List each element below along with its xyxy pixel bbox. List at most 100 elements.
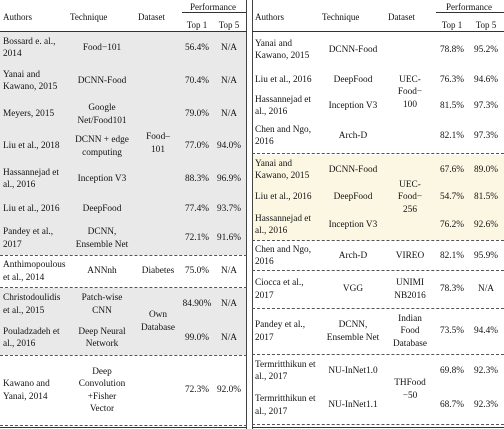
group-shading — [0, 32, 246, 255]
cell-top1: 67.6% — [439, 164, 464, 175]
cell-author: Pandey et al., 2017 — [3, 227, 54, 250]
cell-dataset: UEC- Food− 256 — [397, 179, 423, 215]
cell-technique: NU-InNet1.0 — [328, 365, 378, 376]
cell-author: Liu et al., 2016 — [3, 203, 60, 214]
cell-top5: N/A — [220, 299, 237, 310]
cell-top5: 91.6% — [216, 233, 241, 244]
cell-author: Hassannejad et al., 2016 — [3, 167, 60, 191]
cell-top5: 97.3% — [473, 130, 498, 141]
cell-author: Termritthikun et al., 2017 — [255, 359, 316, 383]
right-table: Authors Technique Dataset Performance To… — [252, 0, 504, 429]
cell-technique: Arch-D — [338, 130, 368, 141]
header-technique: Technique — [322, 12, 360, 22]
cell-author: Anthimopoulous et al., 2014 — [3, 260, 66, 283]
cell-author: Liu et al., 2018 — [3, 141, 60, 152]
cell-technique: NU-InNet1.1 — [328, 400, 378, 411]
cell-technique: DCNN + edge computing — [75, 135, 129, 158]
group-separator — [252, 270, 504, 271]
group-shading — [253, 155, 504, 240]
group-separator — [252, 354, 504, 355]
cell-dataset: UNIMI NB2016 — [394, 278, 426, 301]
cell-technique: Deep Convolution +Fisher Vector — [78, 366, 126, 415]
cell-author: Chen and Ngo, 2016 — [255, 124, 312, 148]
left-table: Authors Technique Dataset Performance To… — [0, 0, 247, 429]
cell-top5: 95.9% — [473, 250, 498, 261]
cell-top1: 79.0% — [184, 109, 209, 120]
cell-top1: 69.8% — [439, 365, 464, 376]
cell-technique: DCNN, Ensemble Net — [326, 320, 380, 343]
cell-author: Yanai and Kawano, 2015 — [255, 158, 310, 182]
cell-top5: N/A — [220, 75, 237, 86]
cell-top1: 88.3% — [184, 173, 209, 184]
cell-top5: 89.0% — [473, 164, 498, 175]
cell-top1: 75.0% — [184, 266, 209, 277]
cell-top5: N/A — [220, 42, 237, 53]
cell-technique: DeepFood — [82, 203, 122, 214]
cell-dataset: Own Database — [140, 310, 176, 333]
cell-top1: 76.3% — [439, 75, 464, 86]
cell-top1: 82.1% — [439, 130, 464, 141]
cell-top1: 81.5% — [439, 100, 464, 111]
cell-author: Chen and Ngo, 2016 — [255, 244, 312, 268]
cell-top1: 73.5% — [439, 326, 464, 337]
header-dataset: Dataset — [388, 12, 415, 22]
header-rule-performance — [436, 12, 504, 13]
cell-top1: 54.7% — [439, 192, 464, 203]
cell-author: Hassannejad et al., 2016 — [255, 213, 312, 237]
cell-technique: Deep Neural Network — [78, 326, 126, 350]
cell-top5: 92.0% — [216, 385, 241, 396]
cell-technique: DeepFood — [333, 75, 373, 86]
group-shading — [0, 288, 246, 355]
group-separator — [0, 255, 247, 256]
cell-dataset: Indian Food Database — [392, 313, 428, 349]
cell-top5: N/A — [220, 332, 237, 343]
cell-top1: 70.4% — [184, 75, 209, 86]
cell-top5: 81.5% — [473, 192, 498, 203]
cell-top5: 93.7% — [216, 203, 241, 214]
group-separator — [252, 240, 504, 241]
cell-author: Liu et al., 2016 — [255, 192, 312, 203]
cell-author: Pandey et al., 2017 — [255, 320, 306, 343]
cell-top1: 82.1% — [439, 250, 464, 261]
header-performance: Performance — [190, 2, 236, 12]
cell-top5: 95.2% — [473, 44, 498, 55]
cell-top1: 99.0% — [184, 332, 209, 343]
bottom-rule — [252, 427, 504, 428]
cell-technique: DCNN, Ensemble Net — [75, 227, 129, 250]
cell-technique: DCNN-Food — [328, 44, 378, 55]
cell-top1: 68.7% — [439, 400, 464, 411]
header-rule-performance — [182, 12, 246, 13]
cell-technique: Inception V3 — [77, 173, 127, 184]
cell-top5: 94.0% — [216, 141, 241, 152]
header-rule — [252, 31, 504, 32]
left-table-border — [246, 0, 247, 429]
cell-technique: Google Net/Food101 — [77, 103, 127, 126]
cell-author: Kawano and Yanai, 2014 — [3, 379, 50, 402]
header-top5: Top 5 — [475, 20, 497, 30]
cell-top1: 77.0% — [184, 141, 209, 152]
cell-author: Pouladzadeh et al., 2016 — [3, 326, 60, 350]
cell-author: Liu et al., 2016 — [255, 75, 312, 86]
cell-technique: VGG — [342, 284, 364, 295]
cell-technique: ANNnh — [87, 266, 117, 277]
header-dataset: Dataset — [138, 12, 165, 22]
cell-author: Meyers, 2015 — [3, 109, 55, 120]
cell-top1: 84.90% — [182, 299, 212, 310]
cell-top5: 96.9% — [216, 173, 241, 184]
cell-top1: 77.4% — [184, 203, 209, 214]
cell-technique: DCNN-Food — [77, 75, 127, 86]
cell-author: Christodoulidis et al., 2015 — [3, 293, 61, 316]
right-table-border — [252, 0, 253, 429]
cell-author: Hassannejad et al., 2016 — [255, 94, 312, 118]
cell-top1: 72.1% — [184, 233, 209, 244]
group-separator — [0, 425, 247, 426]
group-separator — [0, 355, 247, 356]
header-top1: Top 1 — [441, 20, 463, 30]
cell-technique: DeepFood — [333, 192, 373, 203]
cell-top5: N/A — [220, 266, 237, 277]
cell-technique: Inception V3 — [328, 219, 378, 230]
cell-top1: 72.3% — [184, 385, 209, 396]
cell-top5: 92.3% — [473, 365, 498, 376]
cell-top5: 94.6% — [473, 75, 498, 86]
cell-top5: N/A — [220, 109, 237, 120]
